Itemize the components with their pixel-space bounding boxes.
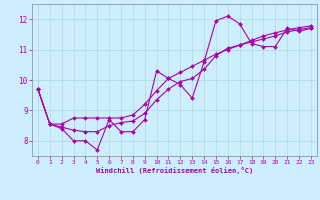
X-axis label: Windchill (Refroidissement éolien,°C): Windchill (Refroidissement éolien,°C)	[96, 167, 253, 174]
